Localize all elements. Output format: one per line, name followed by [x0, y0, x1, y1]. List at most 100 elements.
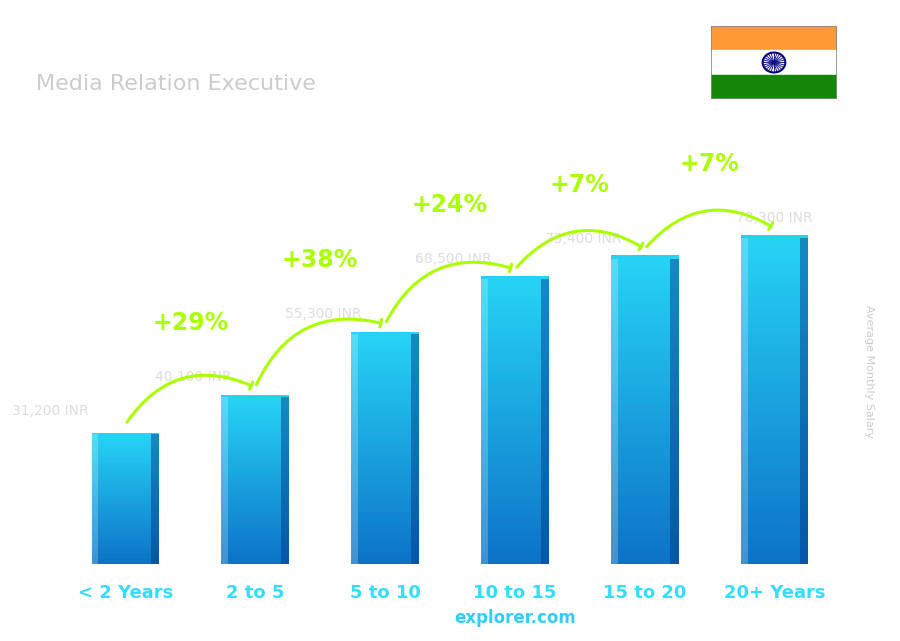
- Text: 20+ Years: 20+ Years: [724, 584, 825, 602]
- Bar: [92, 438, 159, 441]
- Bar: [221, 454, 289, 458]
- Bar: [482, 440, 549, 447]
- Bar: [482, 490, 549, 496]
- Bar: [482, 494, 549, 500]
- Bar: [221, 433, 289, 437]
- Bar: [221, 495, 289, 499]
- Bar: [611, 523, 679, 529]
- Bar: [741, 381, 808, 389]
- Bar: [741, 455, 808, 462]
- Bar: [741, 296, 808, 303]
- Bar: [611, 401, 679, 408]
- Bar: [611, 397, 679, 404]
- Bar: [482, 554, 549, 560]
- Bar: [482, 379, 549, 386]
- Bar: [482, 397, 549, 404]
- Bar: [741, 263, 808, 271]
- Bar: [611, 294, 679, 301]
- Bar: [351, 358, 418, 363]
- Bar: [741, 255, 808, 263]
- Bar: [611, 274, 679, 281]
- Bar: [221, 558, 289, 562]
- Bar: [741, 512, 808, 519]
- Bar: [221, 531, 289, 535]
- Bar: [351, 449, 418, 454]
- Bar: [611, 458, 679, 465]
- Bar: [351, 519, 418, 524]
- Bar: [351, 461, 418, 466]
- Bar: [351, 481, 418, 487]
- Bar: [741, 508, 808, 515]
- Bar: [351, 404, 418, 409]
- Bar: [482, 337, 549, 343]
- Bar: [351, 406, 418, 412]
- Bar: [92, 545, 159, 548]
- Bar: [741, 369, 808, 377]
- Bar: [221, 533, 289, 537]
- Bar: [221, 397, 289, 401]
- Bar: [221, 420, 289, 424]
- Bar: [800, 238, 808, 564]
- Bar: [221, 489, 289, 493]
- Bar: [221, 554, 289, 558]
- Bar: [92, 459, 159, 462]
- Bar: [351, 346, 418, 351]
- Bar: [711, 26, 837, 50]
- Bar: [611, 531, 679, 537]
- Bar: [482, 433, 549, 439]
- Bar: [741, 479, 808, 487]
- Bar: [351, 484, 418, 489]
- Bar: [92, 493, 159, 496]
- Bar: [482, 297, 549, 304]
- Bar: [92, 481, 159, 485]
- Bar: [611, 328, 679, 335]
- Bar: [741, 540, 808, 548]
- Text: +24%: +24%: [412, 193, 488, 217]
- Bar: [741, 378, 808, 385]
- Bar: [611, 389, 679, 396]
- Bar: [221, 550, 289, 554]
- Bar: [221, 422, 289, 426]
- Bar: [351, 375, 418, 380]
- Bar: [92, 436, 159, 439]
- Bar: [221, 442, 289, 445]
- Bar: [351, 467, 418, 472]
- Bar: [741, 251, 808, 258]
- Bar: [741, 357, 808, 365]
- Bar: [221, 535, 289, 539]
- Bar: [221, 494, 289, 497]
- Bar: [351, 493, 418, 498]
- Bar: [221, 523, 289, 526]
- Bar: [221, 542, 289, 545]
- Bar: [611, 258, 617, 564]
- Bar: [611, 542, 679, 549]
- Bar: [611, 320, 679, 328]
- Bar: [221, 406, 289, 410]
- Text: +7%: +7%: [550, 172, 610, 197]
- Bar: [611, 290, 679, 297]
- Bar: [351, 340, 418, 345]
- Bar: [741, 386, 808, 393]
- Bar: [482, 483, 549, 489]
- Bar: [351, 478, 418, 483]
- Bar: [482, 404, 549, 411]
- Bar: [741, 520, 808, 528]
- Bar: [351, 398, 418, 403]
- Bar: [92, 449, 159, 452]
- Bar: [482, 369, 549, 375]
- Bar: [611, 267, 679, 274]
- Bar: [611, 332, 679, 338]
- Bar: [611, 446, 679, 453]
- Bar: [351, 556, 418, 562]
- Bar: [611, 374, 679, 381]
- Bar: [482, 558, 549, 564]
- Bar: [92, 532, 159, 535]
- Bar: [221, 500, 289, 504]
- Bar: [351, 366, 418, 371]
- Bar: [351, 349, 418, 354]
- Bar: [92, 483, 159, 486]
- Bar: [482, 429, 549, 436]
- Bar: [221, 479, 289, 483]
- Bar: [741, 447, 808, 454]
- Bar: [482, 526, 549, 532]
